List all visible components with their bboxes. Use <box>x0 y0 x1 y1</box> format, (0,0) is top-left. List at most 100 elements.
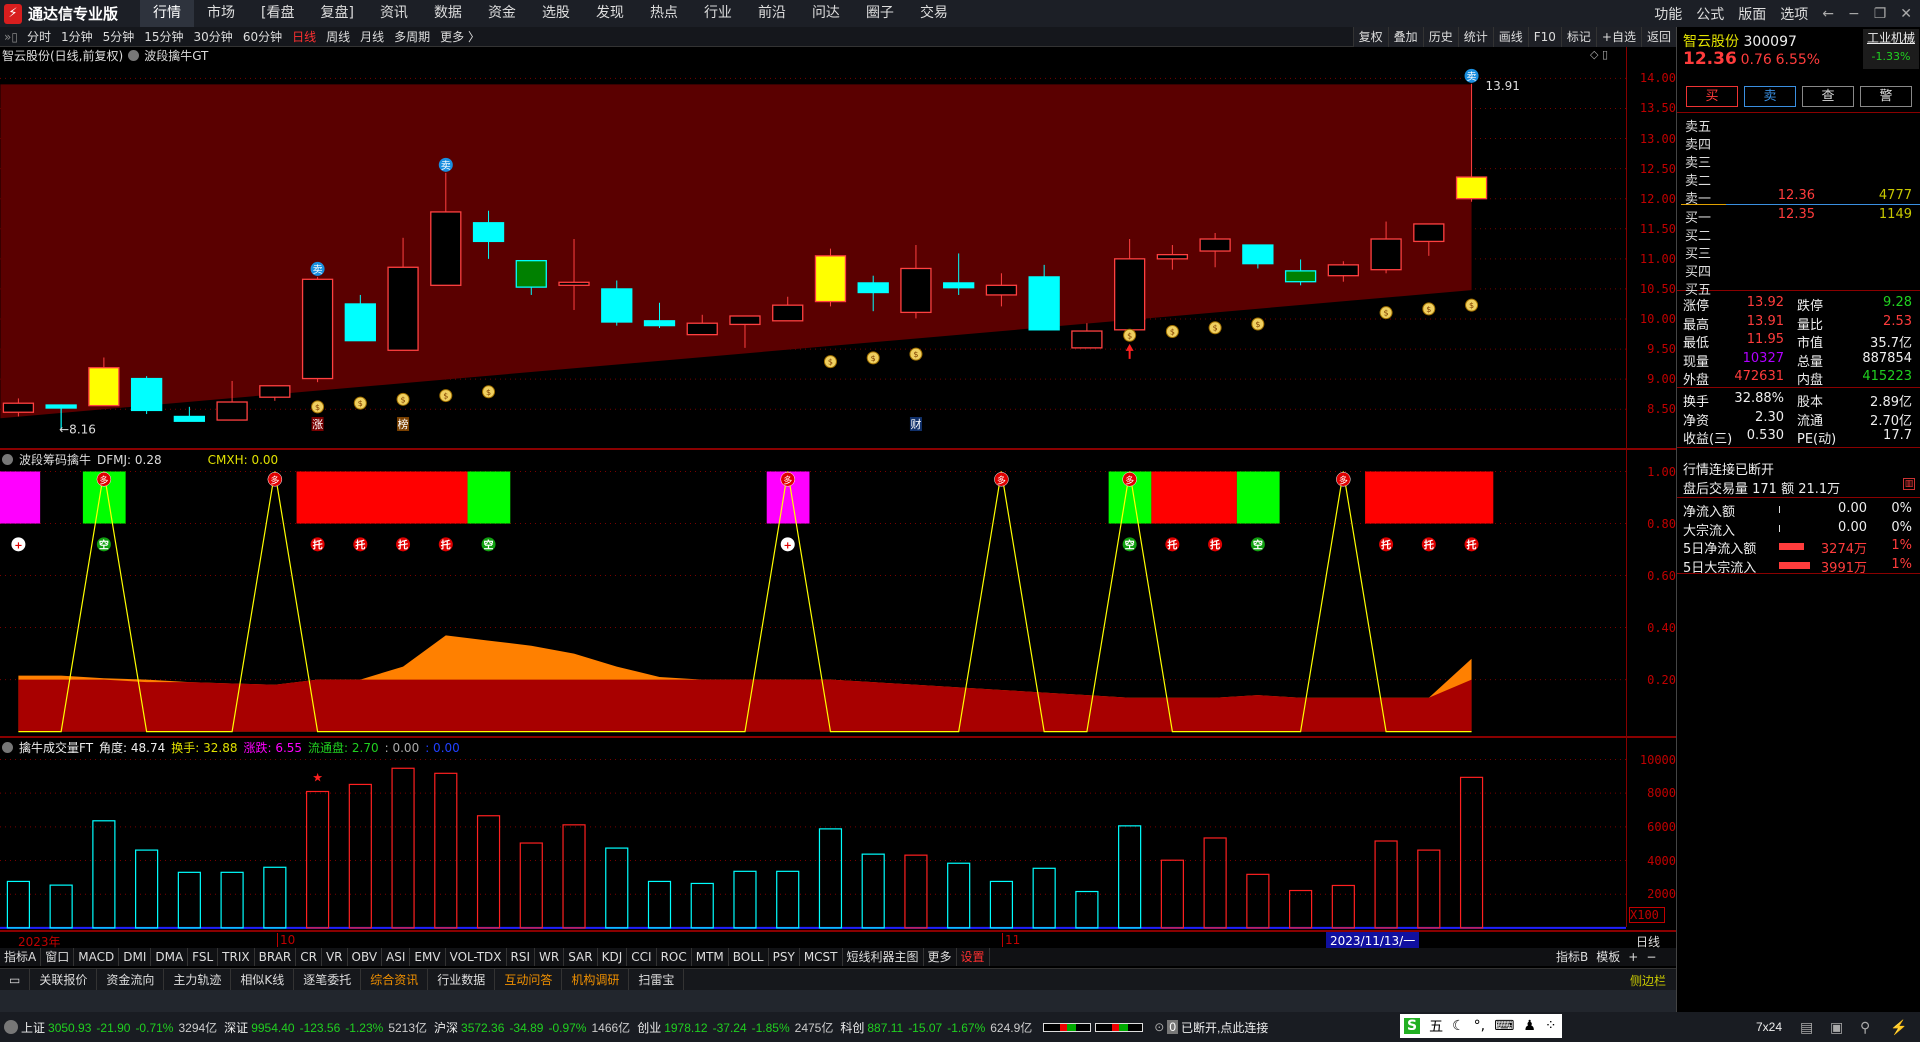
menu-item[interactable]: 交易 <box>919 5 948 21</box>
price-axis[interactable]: 14.00 13.50 13.00 12.50 12.00 11.50 11.00 10.50… <box>1626 47 1676 927</box>
indicator-tab[interactable]: PSY <box>769 948 800 966</box>
menu-item[interactable]: 资讯 <box>379 5 408 21</box>
indicator-tab[interactable]: KDJ <box>598 948 628 966</box>
menu-item[interactable]: 发现 <box>595 5 624 21</box>
candle[interactable] <box>1413 223 1445 256</box>
restore-icon[interactable]: ❐ <box>1873 5 1887 22</box>
satellite-icon[interactable]: ⚲ <box>1860 1018 1871 1035</box>
indicator-tab[interactable]: WR <box>535 948 565 966</box>
candle[interactable] <box>472 210 505 259</box>
chart-tool-button[interactable]: 叠加 <box>1387 27 1423 47</box>
candle[interactable] <box>130 376 163 415</box>
chart-tool-button[interactable]: 统计 <box>1457 27 1493 47</box>
bottom-tool-tab[interactable]: 资金流向 <box>97 969 165 990</box>
indicator-tab[interactable]: 短线利器主图 <box>843 948 924 966</box>
keyboard-icon[interactable]: ⌨ <box>1494 1018 1515 1034</box>
volume-bar[interactable] <box>6 880 31 929</box>
volume-bar[interactable] <box>220 871 244 929</box>
indicator-tab[interactable]: RSI <box>507 948 536 966</box>
query-button[interactable]: 查 <box>1802 86 1854 107</box>
chart-tool-button[interactable]: 历史 <box>1422 27 1458 47</box>
back-icon[interactable]: ← <box>1822 5 1834 22</box>
bottom-tool-tab[interactable]: 主力轨迹 <box>164 969 232 990</box>
candle[interactable] <box>1455 83 1488 202</box>
candle[interactable] <box>686 314 718 336</box>
candle[interactable] <box>643 302 676 329</box>
volume-bar[interactable] <box>348 783 372 929</box>
collapse-icon[interactable]: »▯ <box>4 29 18 44</box>
indicator-tab[interactable]: ASI <box>382 948 411 966</box>
candle[interactable] <box>2 398 35 417</box>
period-tab[interactable]: 周线 <box>326 30 351 44</box>
indicator-tab[interactable]: BOLL <box>729 948 769 966</box>
indicator-chart[interactable]: 多 多 多 多 多 多 + 空 托 托 托 托 空 + 空 托 托 空 托 托 托 <box>0 449 1626 737</box>
indicator-tab[interactable]: TRIX <box>218 948 255 966</box>
bottom-tool-tab[interactable]: 行业数据 <box>428 969 496 990</box>
menu-item[interactable]: 行情 <box>140 0 194 27</box>
candle[interactable] <box>301 276 334 383</box>
period-tab[interactable]: 60分钟 <box>242 30 283 44</box>
candle[interactable] <box>900 245 932 319</box>
chart-tool-button[interactable]: 画线 <box>1492 27 1528 47</box>
index-quote[interactable]: 上证 3050.93 -21.90 -0.71% 3294亿 <box>21 1019 217 1036</box>
candle[interactable] <box>88 357 120 407</box>
bottom-tool-tab[interactable]: 扫雷宝 <box>629 969 685 990</box>
candle[interactable] <box>1284 259 1317 286</box>
pane-divider[interactable] <box>0 448 1676 450</box>
candle[interactable] <box>601 280 633 326</box>
menu-item[interactable]: 选股 <box>541 5 570 21</box>
candle[interactable] <box>216 380 248 421</box>
candle[interactable] <box>1071 323 1103 349</box>
period-tab[interactable]: 15分钟 <box>144 30 184 44</box>
menu-right-item[interactable]: 功能 <box>1654 6 1683 23</box>
sell-button[interactable]: 卖 <box>1744 86 1796 107</box>
volume-bar[interactable] <box>1160 859 1184 929</box>
volume-bar[interactable] <box>92 820 116 929</box>
volume-bar[interactable] <box>605 847 629 929</box>
menu-item[interactable]: 复盘] <box>320 5 354 21</box>
volume-bar[interactable] <box>49 884 73 929</box>
period-tab[interactable]: 1分钟 <box>60 30 93 44</box>
volume-bar[interactable] <box>989 880 1014 929</box>
volume-chart[interactable]: ★ <box>0 737 1626 930</box>
candle[interactable] <box>1370 221 1402 274</box>
volume-bar[interactable] <box>818 828 843 929</box>
indicator-tab[interactable]: 设置 <box>957 948 990 966</box>
candle[interactable] <box>772 296 804 322</box>
volume-bar[interactable] <box>305 790 330 929</box>
moon-icon[interactable]: ☾ <box>1452 1018 1465 1034</box>
indicator-right-tab[interactable]: 模板 <box>1596 950 1621 964</box>
indicator-right-tab[interactable]: 指标B <box>1556 950 1589 964</box>
period-tab[interactable]: 5分钟 <box>102 30 135 44</box>
main-price-chart[interactable]: 卖卖卖$ $ $ $ $$ $ $$ $ $ $$ $ $13.91←8.16 涨榜财 <box>0 62 1626 449</box>
volume-bar[interactable] <box>562 824 586 929</box>
candle[interactable] <box>430 172 462 286</box>
chart-tool-button[interactable]: +自选 <box>1595 27 1641 47</box>
menu-item[interactable]: 圈子 <box>865 5 894 21</box>
sidebar-toggle[interactable]: 侧边栏 <box>1630 974 1667 988</box>
candle[interactable] <box>943 253 975 295</box>
menu-item[interactable]: 行业 <box>703 5 732 21</box>
volume-bar[interactable] <box>1331 884 1355 929</box>
alert-button[interactable]: 警 <box>1860 86 1912 107</box>
volume-bar[interactable] <box>690 882 714 929</box>
candle[interactable] <box>1199 232 1231 268</box>
index-quote[interactable]: 科创 887.11 -15.07 -1.67% 624.9亿 <box>840 1019 1032 1036</box>
volume-bar[interactable] <box>476 815 501 929</box>
chart-tool-button[interactable]: 返回 <box>1640 27 1676 47</box>
chart-tool-button[interactable]: 标记 <box>1560 27 1596 47</box>
indicator-tab[interactable]: MACD <box>74 948 120 966</box>
menu-right-item[interactable]: 公式 <box>1696 6 1725 23</box>
menu-item[interactable]: 热点 <box>649 5 678 21</box>
menu-item[interactable]: 市场 <box>207 5 235 21</box>
index-quote[interactable]: 深证 9954.40 -123.56 -1.23% 5213亿 <box>224 1019 427 1036</box>
indicator-tab[interactable]: DMA <box>151 948 189 966</box>
period-tab[interactable]: 更多 〉 <box>440 30 480 44</box>
indicator-tab[interactable]: CR <box>296 948 322 966</box>
power-icon[interactable]: ⚡ <box>1890 1018 1908 1035</box>
close-icon[interactable]: ✕ <box>1900 5 1912 22</box>
period-tab[interactable]: 30分钟 <box>193 30 233 44</box>
period-tab[interactable]: 日线 <box>292 30 317 44</box>
bottom-tool-tab[interactable]: 逐笔委托 <box>294 969 362 990</box>
candle[interactable] <box>387 237 419 351</box>
